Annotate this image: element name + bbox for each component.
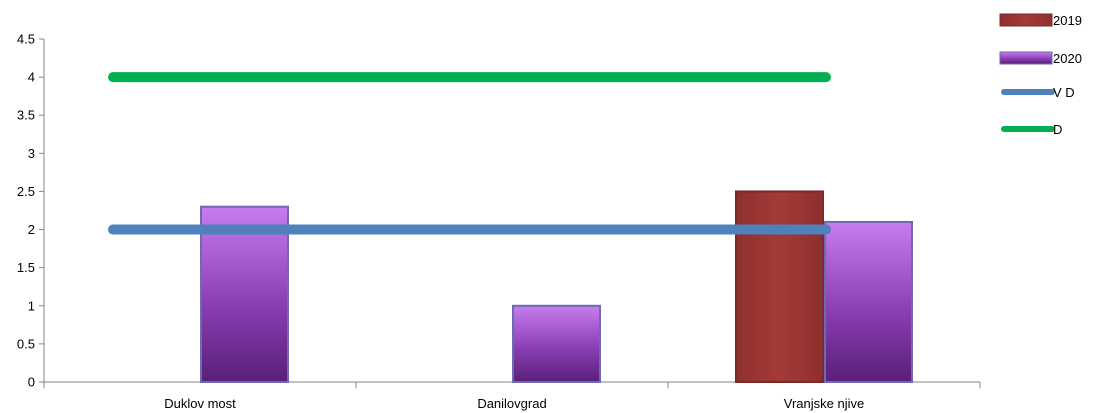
y-tick-label: 0.5	[17, 336, 35, 351]
y-tick-label: 2	[28, 222, 35, 237]
y-tick-label: 1	[28, 298, 35, 313]
legend: 2019 2020 V D D	[999, 13, 1082, 137]
y-tick-label: 4.5	[17, 32, 35, 47]
y-tick-label: 4	[28, 70, 35, 85]
legend-item: D	[1001, 122, 1062, 137]
legend-item: 2020	[999, 51, 1082, 66]
legend-swatch	[999, 51, 1053, 65]
y-tick-label: 0	[28, 375, 35, 390]
bar-2019-2	[735, 190, 824, 383]
legend-item: 2019	[999, 13, 1082, 28]
bar-2020-0	[200, 205, 289, 383]
x-tick-labels: Duklov most Danilovgrad Vranjske njive	[164, 396, 864, 411]
x-tick-label: Vranjske njive	[784, 396, 864, 411]
x-tick-label: Duklov most	[164, 396, 236, 411]
legend-label: 2019	[1053, 13, 1082, 28]
legend-item: V D	[1001, 85, 1075, 100]
bar-2020-1	[512, 304, 601, 383]
y-tick-label: 3.5	[17, 108, 35, 123]
legend-swatch	[999, 13, 1053, 27]
y-tick-label: 1.5	[17, 260, 35, 275]
legend-label: 2020	[1053, 51, 1082, 66]
bar-2020-2	[824, 220, 913, 383]
x-tick-label: Danilovgrad	[477, 396, 546, 411]
y-tick-label: 3	[28, 146, 35, 161]
legend-label: D	[1053, 122, 1062, 137]
series-lines	[108, 72, 831, 235]
y-tick-label: 2.5	[17, 184, 35, 199]
bars	[200, 190, 913, 383]
legend-label: V D	[1053, 85, 1075, 100]
